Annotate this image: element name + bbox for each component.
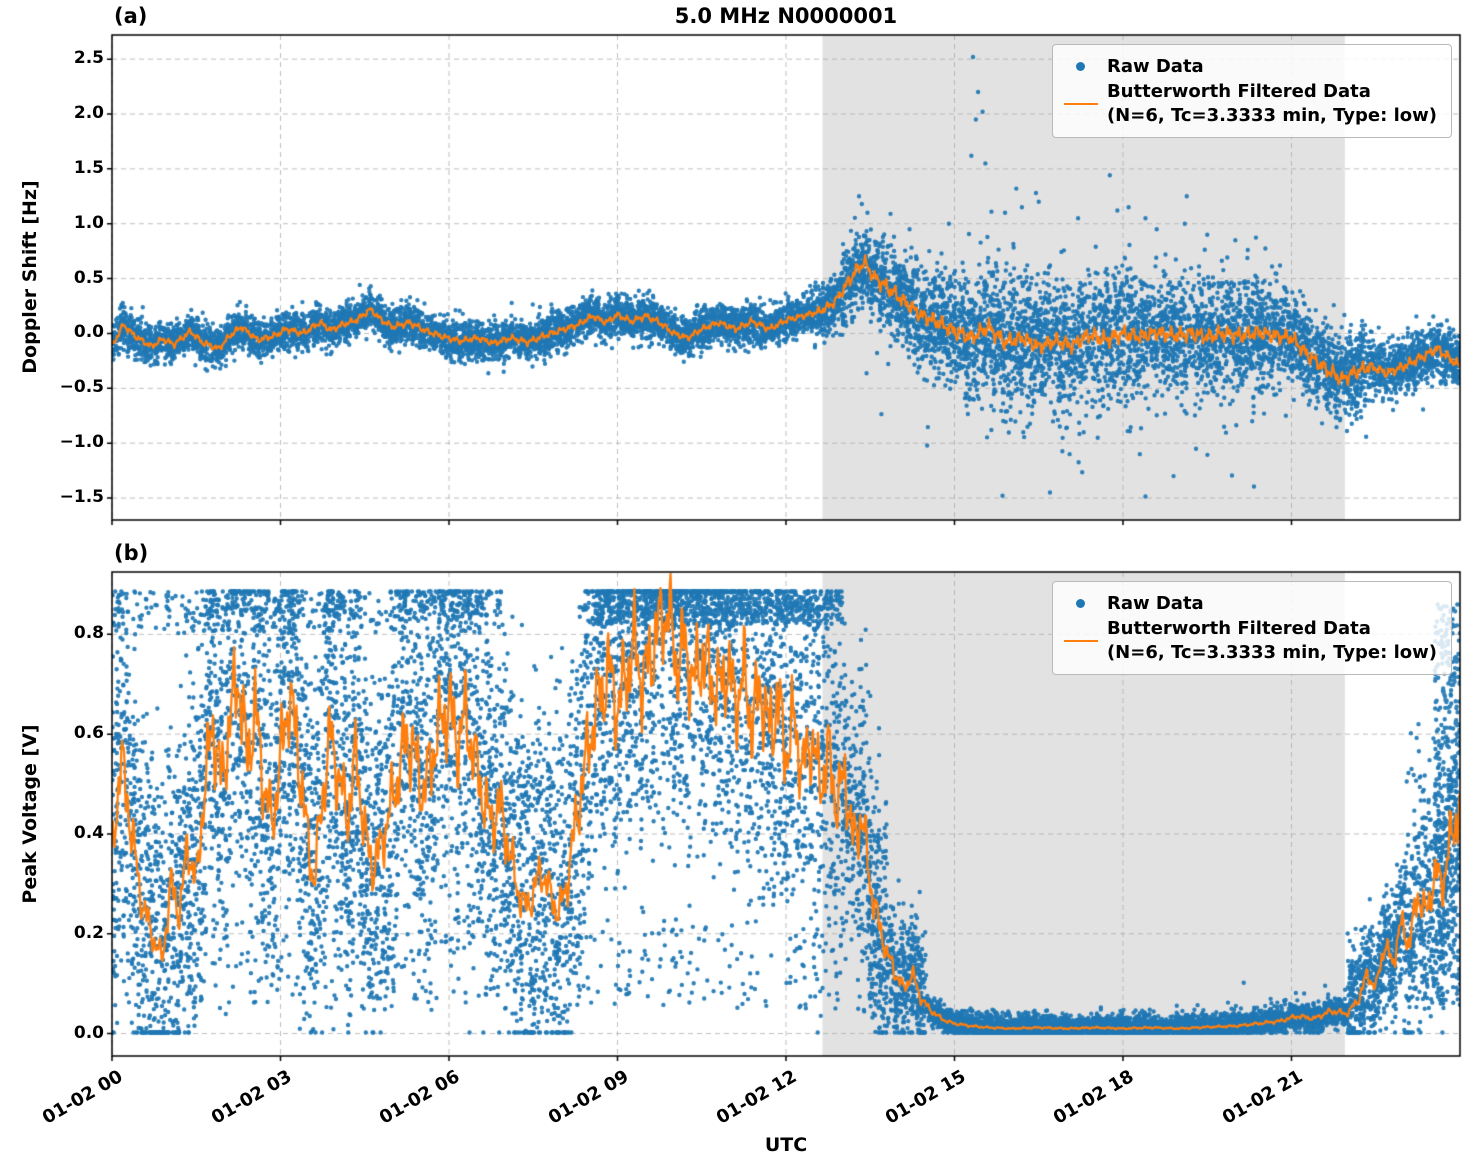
panel-b-legend: Raw Data Butterworth Filtered Data (N=6,… [1051, 581, 1452, 676]
y-tick-label: 0.4 [73, 822, 104, 843]
panel-b-ylabel: Peak Voltage [V] [19, 724, 41, 904]
legend-row-filtered: Butterworth Filtered Data (N=6, Tc=3.333… [1063, 617, 1437, 664]
y-tick-label: −1.5 [59, 487, 104, 508]
y-tick-label: −0.5 [59, 377, 104, 398]
filtered-data-label: Butterworth Filtered Data (N=6, Tc=3.333… [1107, 617, 1437, 664]
y-tick-label: 0.5 [73, 267, 104, 288]
raw-data-marker-icon [1063, 62, 1099, 72]
figure-title: 5.0 MHz N0000001 [674, 4, 898, 28]
y-tick-label: 0.0 [73, 1022, 104, 1043]
legend-row-raw: Raw Data [1063, 55, 1437, 78]
filtered-data-label-line2: (N=6, Tc=3.3333 min, Type: low) [1106, 641, 1437, 663]
panel-a-label: (a) [114, 4, 148, 28]
y-tick-label: 2.5 [73, 48, 104, 69]
filtered-data-label-line1: Butterworth Filtered Data [1106, 618, 1371, 640]
filtered-data-label-line2: (N=6, Tc=3.3333 min, Type: low) [1106, 104, 1437, 126]
raw-data-label: Raw Data [1106, 56, 1204, 77]
y-tick-label: −1.0 [59, 432, 104, 453]
panel-b-label: (b) [114, 541, 149, 565]
y-tick-label: 0.8 [73, 623, 104, 644]
filtered-data-label-line1: Butterworth Filtered Data [1106, 81, 1371, 103]
y-tick-label: 1.5 [73, 157, 104, 178]
y-tick-label: 0.2 [73, 922, 104, 943]
legend-row-raw: Raw Data [1063, 592, 1437, 615]
filtered-data-marker-icon [1063, 639, 1099, 642]
filtered-data-label: Butterworth Filtered Data (N=6, Tc=3.333… [1107, 80, 1437, 127]
y-tick-label: 0.0 [73, 322, 104, 343]
filtered-data-marker-icon [1063, 102, 1099, 105]
x-axis-label: UTC [764, 1134, 808, 1156]
raw-data-label: Raw Data [1106, 593, 1204, 614]
y-tick-label: 2.0 [73, 103, 104, 123]
panel-a-legend: Raw Data Butterworth Filtered Data (N=6,… [1051, 44, 1452, 139]
y-tick-label: 1.0 [73, 212, 104, 233]
raw-data-marker-icon [1063, 599, 1099, 609]
legend-row-filtered: Butterworth Filtered Data (N=6, Tc=3.333… [1063, 80, 1437, 127]
y-tick-label: 0.6 [73, 723, 104, 744]
